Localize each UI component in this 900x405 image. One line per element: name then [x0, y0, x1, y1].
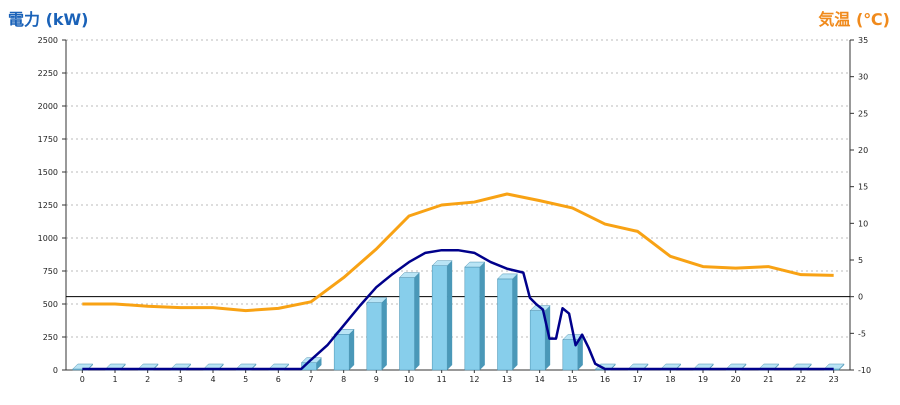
left-tick-label: 2500 — [38, 36, 58, 45]
x-tick-label: 10 — [404, 375, 414, 384]
right-tick-label: 15 — [858, 183, 868, 192]
bar-side — [512, 273, 518, 370]
x-tick-label: 2 — [145, 375, 150, 384]
bar — [398, 272, 421, 371]
x-tick-label: 8 — [341, 375, 346, 384]
left-tick-label: 250 — [43, 333, 58, 342]
x-tick-label: 20 — [731, 375, 741, 384]
x-tick-label: 18 — [665, 375, 675, 384]
bar-side — [414, 272, 420, 370]
bar-top — [398, 272, 421, 278]
bar-top — [366, 297, 388, 303]
x-tick-label: 15 — [567, 375, 577, 384]
bar — [366, 297, 388, 371]
right-tick-label: 20 — [858, 146, 868, 155]
bar-side — [349, 329, 355, 370]
x-tick-label: 16 — [600, 375, 610, 384]
bar-front — [464, 266, 481, 371]
x-tick-label: 22 — [796, 375, 806, 384]
bar — [464, 261, 486, 371]
x-tick-label: 6 — [276, 375, 281, 384]
bar-side — [316, 357, 322, 370]
x-tick-label: 14 — [535, 375, 545, 384]
x-tick-label: 13 — [502, 375, 512, 384]
left-tick-label: 2000 — [38, 102, 58, 111]
bar-side — [479, 262, 485, 370]
right-tick-label: 0 — [858, 293, 863, 302]
bar-side — [447, 260, 453, 370]
bar-front — [366, 302, 383, 371]
right-tick-label: 25 — [858, 109, 868, 118]
right-tick-label: -10 — [858, 366, 871, 375]
bar-front — [399, 277, 415, 371]
left-tick-label: 500 — [43, 300, 58, 309]
x-tick-label: 17 — [633, 375, 643, 384]
x-tick-label: 7 — [308, 375, 313, 384]
power-line — [82, 248, 834, 371]
left-tick-label: 0 — [53, 366, 58, 375]
bar-side — [381, 297, 387, 370]
bar-front — [529, 310, 546, 371]
x-tick-label: 9 — [374, 375, 379, 384]
left-tick-label: 1500 — [38, 168, 58, 177]
bar-front — [333, 334, 350, 371]
x-tick-label: 12 — [469, 375, 479, 384]
bar-top — [496, 273, 519, 280]
x-tick-label: 1 — [112, 375, 117, 384]
x-tick-label: 23 — [829, 375, 839, 384]
left-tick-label: 750 — [43, 267, 58, 276]
left-axis-title: 電力 (kW) — [8, 10, 89, 29]
bar — [431, 260, 453, 371]
right-axis-title: 気温 (℃) — [818, 10, 890, 29]
bar-front — [497, 278, 513, 371]
left-tick-label: 1000 — [38, 234, 58, 243]
x-tick-label: 4 — [210, 375, 215, 384]
x-tick-label: 5 — [243, 375, 248, 384]
bar-front — [431, 265, 448, 371]
bar — [333, 329, 355, 371]
x-tick-label: 19 — [698, 375, 708, 384]
right-tick-label: 35 — [858, 36, 868, 45]
x-tick-label: 21 — [763, 375, 773, 384]
left-tick-label: 1250 — [38, 201, 58, 210]
left-tick-label: 2250 — [38, 69, 58, 78]
x-tick-label: 3 — [178, 375, 183, 384]
x-tick-label: 11 — [437, 375, 447, 384]
bar-top — [464, 261, 486, 268]
left-tick-label: 1750 — [38, 135, 58, 144]
temperature-line — [82, 192, 834, 313]
bar-top — [431, 260, 453, 266]
right-tick-label: 10 — [858, 219, 868, 228]
bar-side — [577, 334, 583, 370]
right-tick-label: 5 — [858, 256, 863, 265]
bar — [496, 273, 519, 371]
right-tick-label: -5 — [858, 329, 866, 338]
bar — [529, 305, 551, 371]
right-tick-label: 30 — [858, 73, 868, 82]
x-tick-label: 0 — [80, 375, 85, 384]
